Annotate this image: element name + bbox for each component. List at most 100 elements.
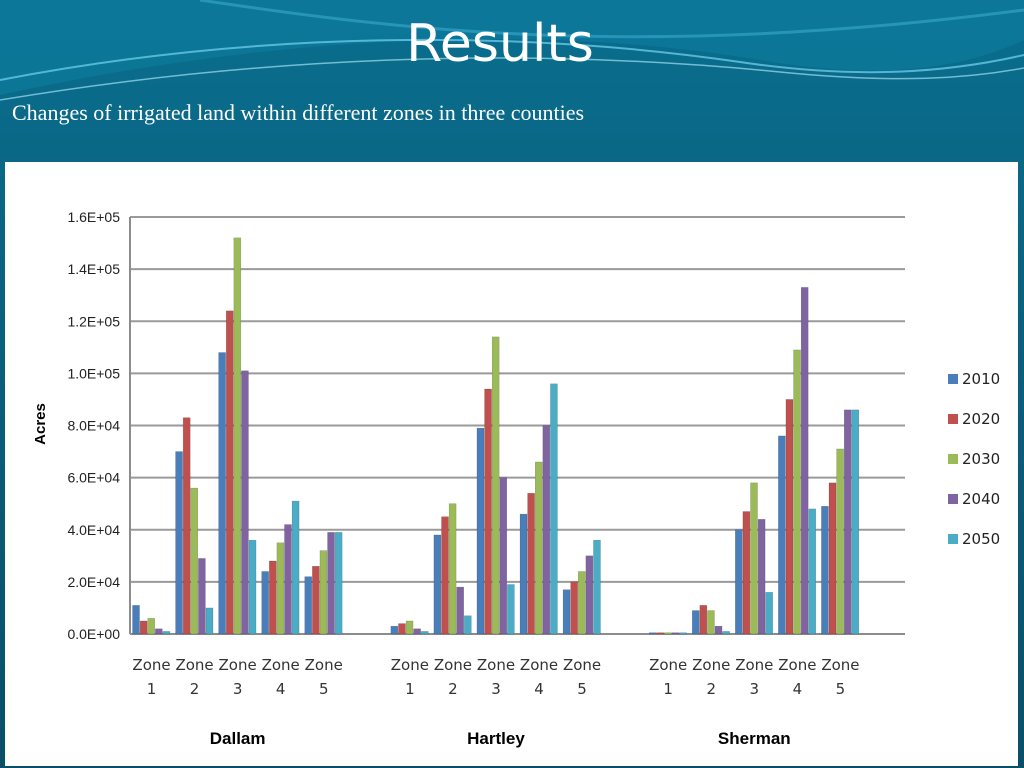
legend-label: 2040 — [962, 490, 1000, 508]
y-tick-label: 4.0E+04 — [67, 522, 120, 538]
bar — [241, 370, 249, 635]
category-label: 4 — [534, 680, 544, 698]
bar — [800, 287, 809, 635]
bar — [793, 349, 801, 635]
category-label: Zone — [735, 656, 773, 674]
bar — [656, 632, 665, 635]
bar — [284, 524, 292, 635]
category-label: Zone — [175, 656, 213, 674]
category-label: Zone — [477, 656, 515, 674]
category-label: Zone — [692, 656, 730, 674]
category-label: 4 — [276, 680, 286, 698]
bar — [334, 532, 343, 635]
category-label: 1 — [405, 680, 415, 698]
bar — [476, 427, 485, 635]
category-label: 2 — [706, 680, 716, 698]
bar — [821, 506, 829, 635]
bar — [671, 632, 680, 635]
bar — [534, 461, 543, 635]
bar — [205, 607, 214, 635]
category-label: 2 — [448, 680, 458, 698]
category-label: Zone — [391, 656, 429, 674]
category-label: 3 — [233, 680, 243, 698]
legend-label: 2050 — [962, 530, 1000, 548]
bar — [707, 610, 715, 635]
legend-swatch — [948, 534, 958, 544]
county-label: Dallam — [210, 729, 266, 748]
bar — [836, 448, 844, 635]
bar — [562, 589, 571, 635]
bar — [269, 560, 277, 635]
bar — [851, 409, 860, 635]
bar — [570, 581, 578, 635]
bar — [750, 482, 758, 635]
bar — [413, 628, 421, 635]
county-label: Sherman — [718, 729, 791, 748]
category-label: Zone — [563, 656, 601, 674]
legend-label: 2010 — [962, 370, 1000, 388]
y-tick-labels: 0.0E+00 2.0E+04 4.0E+04 6.0E+04 8.0E+04 1.0E+… — [67, 209, 120, 642]
bar — [456, 586, 464, 635]
bar — [291, 500, 300, 635]
y-tick-label: 1.4E+05 — [67, 261, 120, 277]
category-label: Zone — [520, 656, 558, 674]
bar — [578, 571, 586, 635]
bar — [433, 534, 442, 635]
bar — [405, 620, 414, 635]
y-tick-label: 1.6E+05 — [67, 209, 120, 225]
category-label: 5 — [319, 680, 329, 698]
bar — [664, 632, 672, 635]
legend-swatch — [948, 494, 958, 504]
y-tick-label: 1.2E+05 — [67, 313, 120, 329]
category-label: Zone — [219, 656, 257, 674]
y-tick-label: 6.0E+04 — [67, 470, 120, 486]
category-label: 1 — [147, 680, 157, 698]
bar — [550, 383, 558, 635]
bar — [139, 620, 148, 635]
bar — [441, 516, 449, 635]
bar — [507, 584, 515, 635]
bar — [722, 631, 730, 635]
legend: 2010 2020 2030 2040 2050 — [948, 370, 1000, 548]
legend-label: 2030 — [962, 450, 1000, 468]
y-tick-label: 1.0E+05 — [67, 365, 120, 381]
bar — [218, 352, 226, 635]
bar — [132, 605, 140, 635]
bar — [648, 632, 657, 635]
bar — [585, 555, 594, 635]
bar — [843, 409, 852, 635]
category-label: Zone — [132, 656, 170, 674]
y-tick-label: 0.0E+00 — [67, 626, 120, 642]
bar — [679, 632, 687, 635]
bars — [132, 237, 860, 635]
legend-swatch — [948, 414, 958, 424]
category-label: Zone — [434, 656, 472, 674]
bar — [742, 511, 751, 635]
category-label: Zone — [262, 656, 300, 674]
bar — [692, 610, 700, 635]
y-axis-label: Acres — [32, 403, 49, 445]
category-label: 2 — [190, 680, 200, 698]
slide-subtitle: Changes of irrigated land within differe… — [12, 100, 585, 125]
category-label: 5 — [577, 680, 587, 698]
bar — [808, 508, 817, 635]
y-tick-label: 2.0E+04 — [67, 574, 120, 590]
gridlines — [129, 216, 905, 635]
bar — [162, 631, 171, 635]
county-labels: Dallam Hartley Sherman — [210, 729, 791, 748]
bar — [491, 336, 500, 635]
bar — [499, 477, 508, 635]
bar — [714, 625, 723, 635]
bar — [276, 542, 285, 635]
bar — [464, 615, 472, 635]
chart-panel: 0.0E+00 2.0E+04 4.0E+04 6.0E+04 8.0E+04 1.0E+… — [5, 162, 1018, 766]
bar — [319, 550, 328, 635]
bar — [785, 399, 794, 635]
category-label: Zone — [649, 656, 687, 674]
bar — [390, 625, 399, 635]
legend-swatch — [948, 374, 958, 384]
bar — [225, 310, 234, 635]
bar — [304, 576, 312, 635]
category-label: Zone — [821, 656, 859, 674]
bar — [828, 482, 837, 635]
